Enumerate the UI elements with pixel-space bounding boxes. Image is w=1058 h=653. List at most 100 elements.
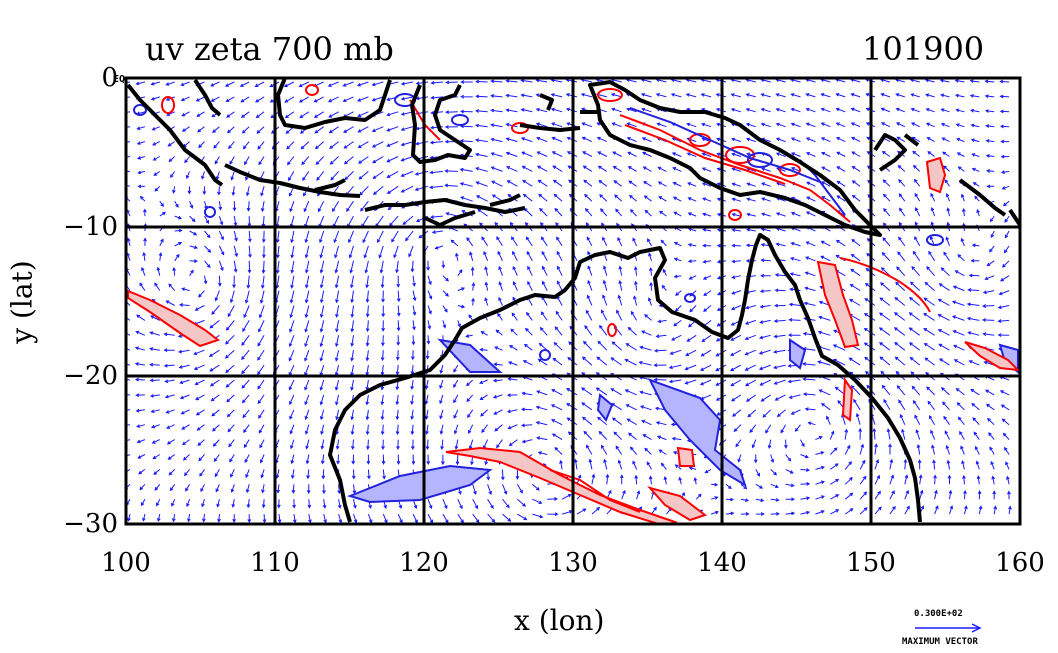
wind-vector bbox=[257, 141, 265, 150]
wind-vector bbox=[202, 186, 207, 196]
wind-vector bbox=[952, 285, 965, 292]
wind-vector bbox=[351, 469, 356, 480]
coast-solomon bbox=[958, 178, 1007, 217]
wind-vector bbox=[687, 197, 697, 202]
wind-vector bbox=[624, 358, 637, 366]
wind-vector bbox=[542, 280, 548, 291]
wind-vector bbox=[685, 349, 697, 356]
wind-vector bbox=[883, 398, 891, 411]
wind-vector bbox=[336, 454, 340, 465]
wind-vector bbox=[858, 427, 863, 440]
wind-vector bbox=[966, 302, 980, 307]
wind-vector bbox=[581, 136, 593, 143]
wind-vector bbox=[897, 251, 906, 262]
wind-vector bbox=[203, 275, 208, 285]
wind-vector bbox=[228, 141, 235, 150]
wind-vector bbox=[630, 209, 637, 217]
wind-vector bbox=[225, 96, 235, 103]
wind-vector bbox=[658, 449, 667, 455]
wind-vector bbox=[689, 305, 697, 313]
wind-vector bbox=[338, 513, 343, 524]
wind-vector bbox=[897, 165, 906, 172]
wind-vector bbox=[940, 387, 950, 396]
wind-vector bbox=[745, 122, 756, 128]
wind-vector bbox=[737, 454, 742, 463]
wind-vector bbox=[523, 343, 533, 351]
wind-vector bbox=[143, 237, 147, 246]
wind-vector bbox=[844, 461, 852, 470]
wind-vector bbox=[710, 510, 719, 515]
wind-vector bbox=[475, 79, 488, 84]
wind-vector bbox=[997, 305, 1010, 310]
wind-vector bbox=[198, 290, 205, 298]
wind-vector bbox=[410, 394, 414, 406]
wind-vector bbox=[275, 469, 280, 479]
wind-vector bbox=[790, 409, 801, 415]
wind-vector bbox=[410, 379, 414, 391]
wind-vector bbox=[507, 424, 518, 430]
wind-vector bbox=[357, 96, 369, 102]
wind-vector bbox=[1005, 461, 1010, 470]
wind-vector bbox=[850, 92, 861, 98]
wind-vector bbox=[350, 290, 354, 304]
wind-vector bbox=[350, 335, 355, 347]
wind-vector bbox=[300, 141, 310, 150]
y-tick-2: −20 bbox=[63, 361, 118, 391]
wind-vector bbox=[256, 126, 265, 134]
wind-vector bbox=[614, 194, 623, 202]
wind-vector bbox=[770, 498, 780, 502]
wind-vector bbox=[536, 151, 548, 157]
wind-vector bbox=[475, 123, 488, 128]
wind-vector bbox=[616, 309, 623, 321]
wind-vector bbox=[217, 186, 221, 196]
wind-vector bbox=[343, 141, 354, 149]
wind-vector bbox=[758, 364, 771, 371]
wind-vector bbox=[855, 412, 861, 425]
wind-vector bbox=[955, 387, 965, 396]
x-tick-1: 110 bbox=[250, 548, 300, 578]
wind-vector bbox=[304, 409, 310, 421]
wind-vector bbox=[395, 365, 400, 376]
wind-vector bbox=[586, 294, 593, 306]
wind-vector bbox=[758, 349, 771, 355]
wind-vector bbox=[967, 288, 980, 292]
wind-vector bbox=[970, 108, 980, 113]
wind-vector bbox=[224, 349, 235, 359]
wind-vector bbox=[583, 179, 593, 187]
wind-vector bbox=[898, 399, 906, 411]
wind-vector bbox=[126, 409, 131, 411]
wind-vector bbox=[972, 182, 980, 187]
wind-vector bbox=[940, 267, 950, 277]
coast-borneo bbox=[276, 78, 392, 130]
wind-vector bbox=[700, 122, 712, 128]
wind-vector bbox=[984, 79, 995, 84]
wind-vector bbox=[232, 514, 237, 523]
wind-vector bbox=[231, 186, 236, 197]
wind-vector bbox=[611, 341, 623, 351]
wind-vector bbox=[821, 181, 831, 187]
wind-vector bbox=[287, 156, 295, 166]
wind-vector bbox=[1008, 505, 1012, 515]
wind-vector bbox=[946, 207, 951, 217]
wind-vector bbox=[701, 334, 712, 342]
wind-vector bbox=[366, 439, 370, 451]
wind-vector bbox=[744, 379, 757, 387]
wind-vector bbox=[289, 290, 295, 304]
wind-vector bbox=[584, 207, 593, 217]
wind-vector bbox=[454, 439, 459, 451]
wind-vector bbox=[453, 394, 459, 404]
wind-vector bbox=[785, 454, 792, 462]
wind-vector bbox=[629, 446, 637, 455]
wind-vector bbox=[956, 152, 965, 157]
wind-vector bbox=[439, 424, 444, 435]
wind-vector bbox=[537, 358, 548, 366]
wind-vector bbox=[542, 265, 548, 276]
wind-vector bbox=[480, 409, 488, 417]
wind-vector bbox=[701, 167, 712, 172]
wind-vector bbox=[804, 407, 816, 412]
wind-vector bbox=[453, 424, 459, 435]
wind-vector bbox=[580, 93, 593, 98]
wind-vector bbox=[522, 193, 533, 202]
wind-vector bbox=[916, 444, 921, 455]
wind-vector bbox=[634, 474, 639, 485]
